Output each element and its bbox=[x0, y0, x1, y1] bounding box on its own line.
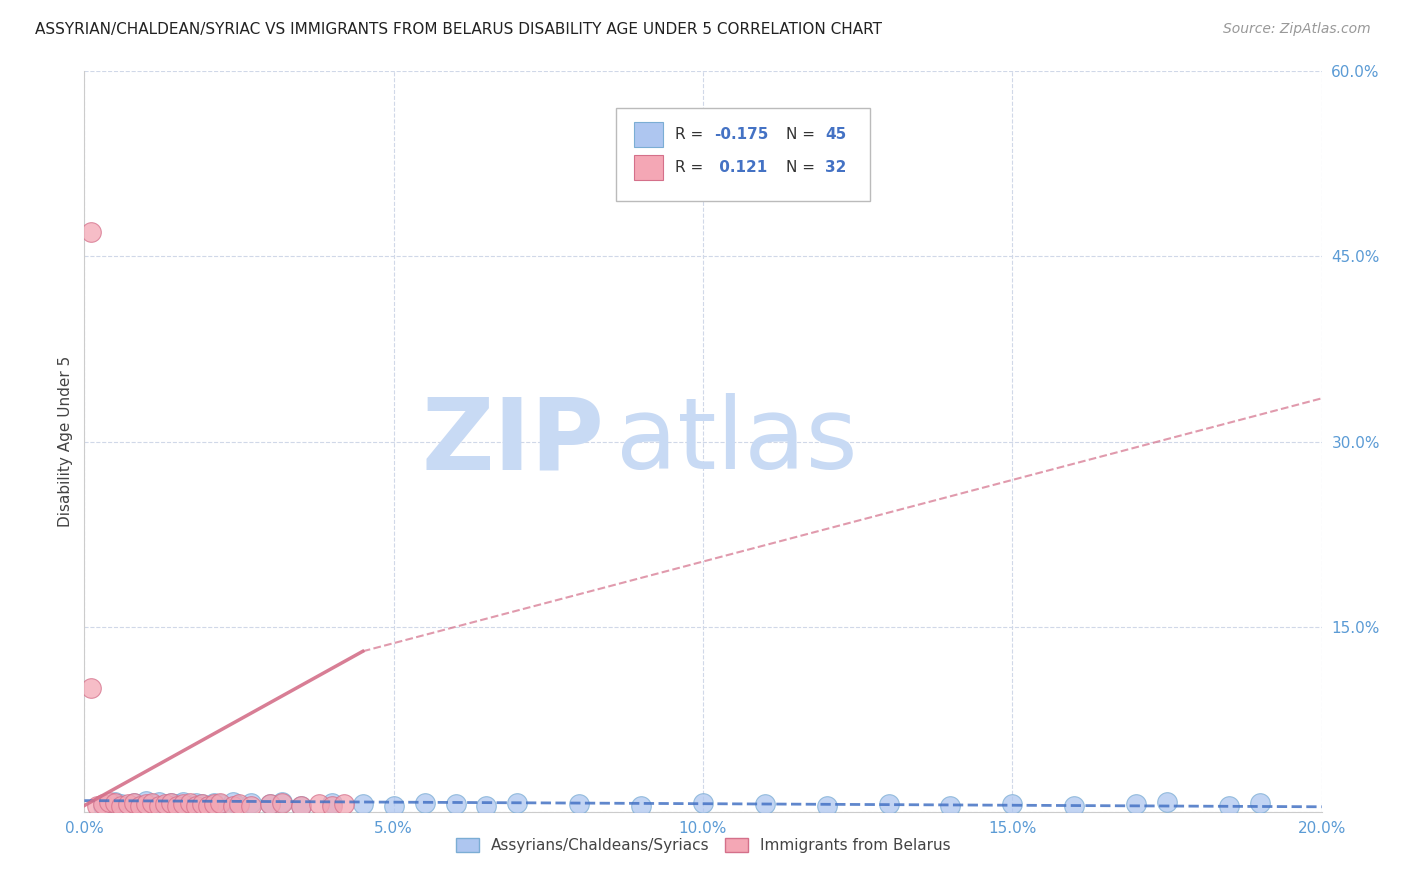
Point bbox=[202, 796, 225, 810]
Point bbox=[259, 797, 281, 812]
Text: R =: R = bbox=[675, 127, 707, 142]
Point bbox=[191, 797, 214, 812]
Point bbox=[166, 797, 188, 812]
Point bbox=[98, 795, 121, 809]
Point bbox=[271, 795, 294, 809]
Text: R =: R = bbox=[675, 160, 707, 175]
Text: 32: 32 bbox=[825, 160, 846, 175]
FancyBboxPatch shape bbox=[634, 155, 664, 180]
Point bbox=[135, 797, 157, 812]
Point bbox=[222, 798, 245, 813]
Point bbox=[815, 798, 838, 813]
Point bbox=[321, 798, 343, 813]
Point bbox=[202, 797, 225, 812]
Point bbox=[197, 798, 219, 813]
Point bbox=[122, 796, 145, 810]
Point bbox=[160, 796, 183, 810]
Point bbox=[413, 796, 436, 810]
Point bbox=[352, 797, 374, 812]
Point bbox=[104, 795, 127, 809]
Point bbox=[290, 798, 312, 813]
Point bbox=[259, 797, 281, 812]
Point bbox=[382, 798, 405, 813]
Point bbox=[321, 796, 343, 810]
Point bbox=[79, 681, 101, 696]
Point bbox=[1218, 798, 1240, 813]
Legend: Assyrians/Chaldeans/Syriacs, Immigrants from Belarus: Assyrians/Chaldeans/Syriacs, Immigrants … bbox=[450, 832, 956, 860]
Point bbox=[117, 797, 139, 812]
Text: -0.175: -0.175 bbox=[714, 127, 769, 142]
Point bbox=[333, 797, 356, 812]
Point bbox=[308, 797, 330, 812]
Point bbox=[222, 795, 245, 809]
Point bbox=[110, 797, 132, 812]
Point bbox=[692, 796, 714, 810]
Point bbox=[271, 796, 294, 810]
Point bbox=[172, 795, 194, 809]
Point bbox=[240, 798, 263, 813]
Point bbox=[160, 796, 183, 810]
Point bbox=[79, 225, 101, 239]
Text: ZIP: ZIP bbox=[422, 393, 605, 490]
Point bbox=[86, 798, 108, 813]
Point bbox=[141, 797, 163, 812]
Point bbox=[91, 797, 114, 812]
Point bbox=[148, 798, 170, 813]
Point bbox=[754, 797, 776, 812]
Point bbox=[179, 796, 201, 810]
Point bbox=[444, 797, 467, 812]
Point bbox=[129, 798, 152, 813]
Point bbox=[1156, 795, 1178, 809]
Point bbox=[209, 797, 232, 812]
Point bbox=[630, 798, 652, 813]
Point bbox=[228, 797, 250, 812]
Point bbox=[179, 798, 201, 813]
Point bbox=[122, 796, 145, 810]
Point bbox=[184, 796, 207, 810]
Point bbox=[184, 798, 207, 813]
Text: 0.121: 0.121 bbox=[714, 160, 768, 175]
Text: 45: 45 bbox=[825, 127, 846, 142]
FancyBboxPatch shape bbox=[634, 121, 664, 147]
Point bbox=[153, 798, 176, 813]
Text: N =: N = bbox=[786, 127, 820, 142]
Point bbox=[209, 796, 232, 810]
Point bbox=[1001, 797, 1024, 812]
Point bbox=[475, 798, 498, 813]
Y-axis label: Disability Age Under 5: Disability Age Under 5 bbox=[58, 356, 73, 527]
Text: ASSYRIAN/CHALDEAN/SYRIAC VS IMMIGRANTS FROM BELARUS DISABILITY AGE UNDER 5 CORRE: ASSYRIAN/CHALDEAN/SYRIAC VS IMMIGRANTS F… bbox=[35, 22, 882, 37]
Text: Source: ZipAtlas.com: Source: ZipAtlas.com bbox=[1223, 22, 1371, 37]
FancyBboxPatch shape bbox=[616, 109, 870, 201]
Point bbox=[153, 797, 176, 812]
Point bbox=[228, 798, 250, 813]
Point bbox=[197, 798, 219, 813]
Point bbox=[141, 796, 163, 810]
Point bbox=[117, 799, 139, 814]
Point bbox=[877, 797, 900, 812]
Text: atlas: atlas bbox=[616, 393, 858, 490]
Point bbox=[91, 798, 114, 813]
Text: N =: N = bbox=[786, 160, 820, 175]
Point bbox=[129, 798, 152, 813]
Point bbox=[240, 796, 263, 810]
Point bbox=[148, 795, 170, 809]
Point bbox=[939, 798, 962, 813]
Point bbox=[104, 796, 127, 810]
Point bbox=[1125, 797, 1147, 812]
Point bbox=[135, 794, 157, 808]
Point bbox=[110, 798, 132, 813]
Point bbox=[506, 796, 529, 810]
Point bbox=[172, 797, 194, 812]
Point bbox=[1063, 798, 1085, 813]
Point bbox=[568, 797, 591, 812]
Point bbox=[191, 797, 214, 812]
Point bbox=[1249, 796, 1271, 810]
Point bbox=[166, 798, 188, 813]
Point bbox=[290, 798, 312, 813]
